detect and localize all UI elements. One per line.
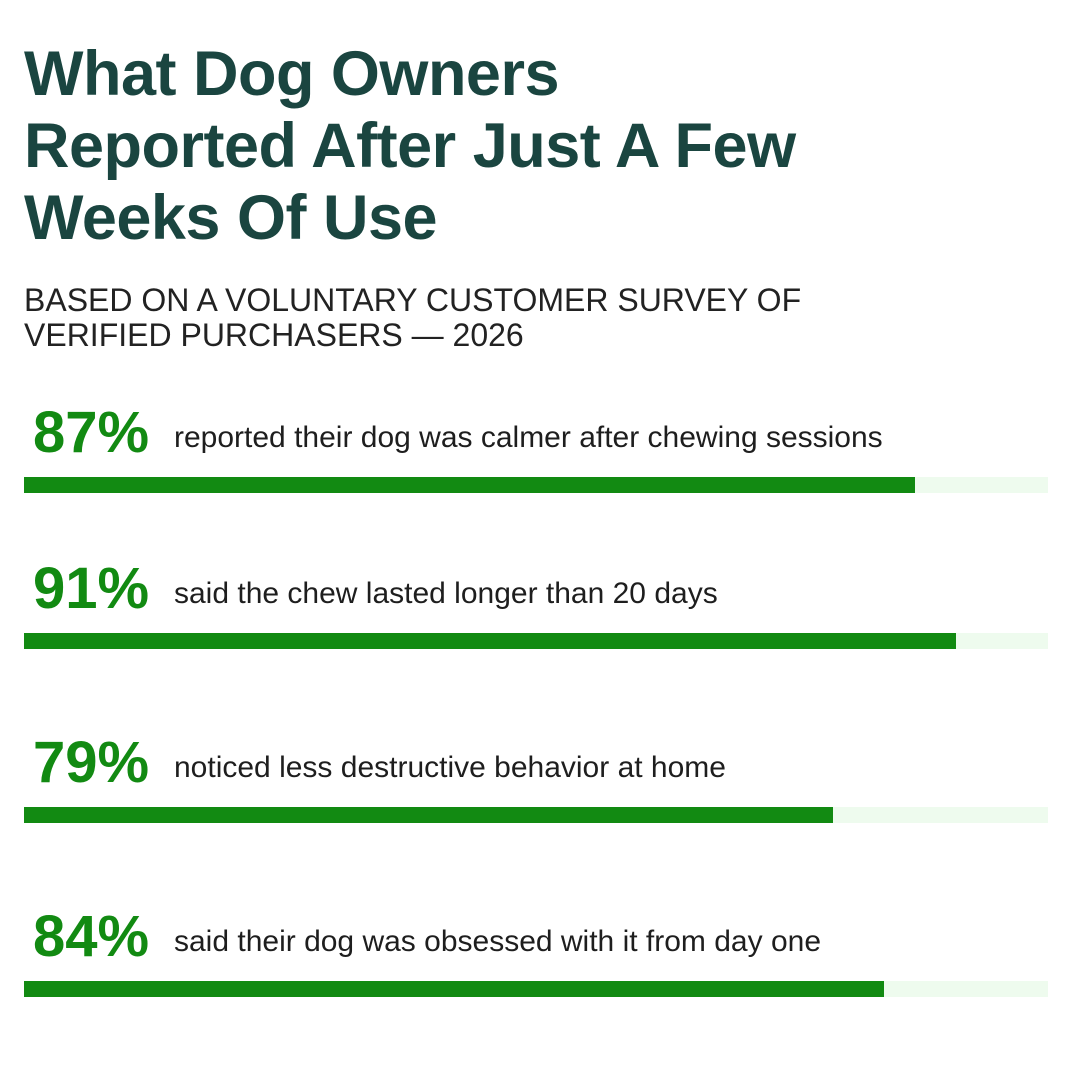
bar-track bbox=[24, 633, 1048, 649]
category-label: noticed less destructive behavior at hom… bbox=[174, 751, 726, 784]
value-label: 79% bbox=[32, 730, 150, 795]
bar bbox=[24, 981, 885, 997]
value-label: 87% bbox=[32, 400, 150, 465]
chart-subtitle: BASED ON A VOLUNTARY CUSTOMER SURVEY OF … bbox=[24, 282, 802, 353]
bar bbox=[24, 807, 833, 823]
chart-title: What Dog Owners Reported After Just A Fe… bbox=[24, 39, 796, 253]
bar-track bbox=[24, 807, 1048, 823]
bar bbox=[24, 477, 915, 493]
category-label: reported their dog was calmer after chew… bbox=[174, 421, 883, 454]
bar bbox=[24, 633, 956, 649]
value-label: 91% bbox=[32, 556, 150, 621]
category-label: said the chew lasted longer than 20 days bbox=[174, 577, 718, 610]
value-label: 84% bbox=[32, 904, 150, 969]
category-label: said their dog was obsessed with it from… bbox=[174, 925, 822, 958]
bar-track bbox=[24, 477, 1048, 493]
bar-track bbox=[24, 981, 1048, 997]
